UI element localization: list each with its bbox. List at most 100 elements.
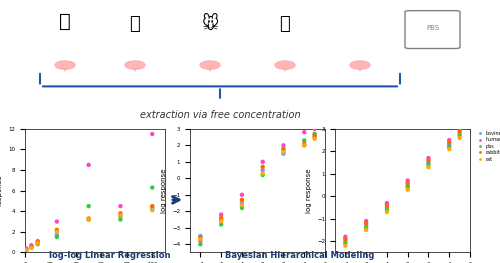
Point [238,193,246,197]
Point [53,235,61,239]
Point [424,165,432,169]
Point [404,188,411,192]
Point [238,198,246,202]
Point [28,243,36,247]
Text: log-log Linear Regression: log-log Linear Regression [49,251,171,260]
Point [424,158,432,163]
Point [258,173,266,177]
Point [362,226,370,230]
Point [445,138,453,142]
Point [310,127,318,131]
Ellipse shape [55,61,75,69]
Point [53,230,61,234]
Point [238,203,246,207]
Point [445,145,453,149]
Point [217,218,225,222]
Y-axis label: log response: log response [306,168,312,213]
Point [148,132,156,136]
Point [456,134,464,138]
Point [84,163,92,167]
Ellipse shape [200,61,220,69]
Point [116,211,124,215]
Point [196,237,204,241]
Point [280,148,287,152]
Point [445,147,453,151]
Point [258,165,266,169]
Point [404,179,411,183]
Point [456,136,464,140]
Point [445,140,453,144]
Point [342,235,349,239]
Text: extraction via free concentration: extraction via free concentration [140,110,300,120]
Point [362,228,370,232]
Point [116,213,124,218]
Point [404,183,411,187]
Point [310,133,318,138]
Point [310,135,318,139]
Point [342,244,349,248]
Point [22,248,30,252]
Point [148,206,156,210]
Text: 🚶: 🚶 [59,12,71,31]
Point [22,246,30,250]
Point [217,219,225,223]
Point [456,127,464,131]
Point [84,204,92,208]
Point [258,160,266,164]
Point [116,218,124,222]
Point [53,219,61,224]
Point [28,245,36,249]
Point [53,228,61,232]
Point [22,248,30,252]
Point [148,204,156,208]
Point [34,239,42,243]
Point [217,213,225,217]
Point [280,143,287,148]
Point [196,242,204,246]
Point [258,168,266,172]
Point [196,234,204,238]
Point [362,219,370,223]
Point [300,141,308,146]
Text: 🐄: 🐄 [130,15,140,33]
Text: 🐭: 🐭 [202,15,218,33]
Point [28,246,36,250]
Text: 🐇: 🐇 [280,15,290,33]
Legend: bovine, human, pbs, rabbit, rat: bovine, human, pbs, rabbit, rat [472,129,500,164]
Point [404,185,411,189]
Point [22,247,30,251]
Point [28,245,36,249]
Point [238,206,246,210]
Point [424,160,432,165]
Point [342,241,349,246]
Point [34,242,42,246]
Y-axis label: log response: log response [160,168,166,213]
Point [404,181,411,185]
Point [424,163,432,167]
Point [217,216,225,220]
Point [310,132,318,136]
Point [300,143,308,148]
Point [84,218,92,222]
Point [28,244,36,248]
Point [383,201,391,205]
Point [196,236,204,240]
Point [84,218,92,222]
Text: Bayesian Hierarchical Modeling: Bayesian Hierarchical Modeling [226,251,374,260]
Point [34,241,42,245]
Point [34,240,42,244]
Point [217,222,225,226]
Point [196,239,204,243]
Point [300,138,308,143]
Point [116,214,124,219]
Point [456,131,464,135]
Point [280,150,287,154]
Point [383,210,391,214]
Point [116,204,124,208]
Point [53,233,61,237]
Y-axis label: response: response [0,175,2,206]
Ellipse shape [350,61,370,69]
Point [280,151,287,156]
Point [383,203,391,208]
Point [383,208,391,212]
